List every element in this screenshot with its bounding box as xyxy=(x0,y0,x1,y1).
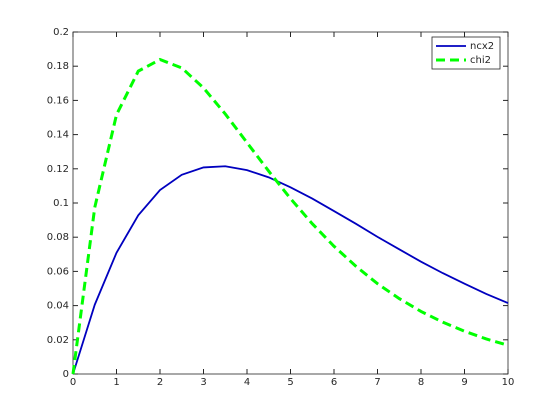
y-tick-label: 0 xyxy=(63,369,69,380)
y-tick-label: 0.1 xyxy=(53,198,69,209)
data-line xyxy=(72,165,509,375)
y-tick-label: 0.08 xyxy=(47,232,69,243)
y-tick-label: 0.06 xyxy=(47,266,69,277)
legend-box xyxy=(431,36,501,70)
x-tick-label: 1 xyxy=(113,377,119,388)
x-tick-label: 5 xyxy=(287,377,293,388)
x-tick-label: 6 xyxy=(331,377,337,388)
y-tick-label: 0.02 xyxy=(47,335,69,346)
y-tick-label: 0.04 xyxy=(47,301,69,312)
x-tick-label: 8 xyxy=(418,377,424,388)
x-tick-label: 0 xyxy=(70,377,76,388)
y-tick-label: 0.16 xyxy=(47,95,69,106)
x-tick-label: 2 xyxy=(157,377,163,388)
legend-label: ncx2 xyxy=(470,41,494,52)
y-tick-label: 0.14 xyxy=(47,130,69,141)
y-tick-label: 0.2 xyxy=(53,27,69,38)
y-tick-label: 0.12 xyxy=(47,164,69,175)
x-tick-label: 4 xyxy=(244,377,250,388)
legend-label: chi2 xyxy=(470,55,491,66)
x-tick-label: 9 xyxy=(461,377,467,388)
data-line xyxy=(71,57,509,375)
x-tick-label: 7 xyxy=(374,377,380,388)
x-tick-label: 3 xyxy=(200,377,206,388)
axes-box xyxy=(72,31,509,375)
x-tick-label: 10 xyxy=(502,377,515,388)
y-tick-label: 0.18 xyxy=(47,61,69,72)
